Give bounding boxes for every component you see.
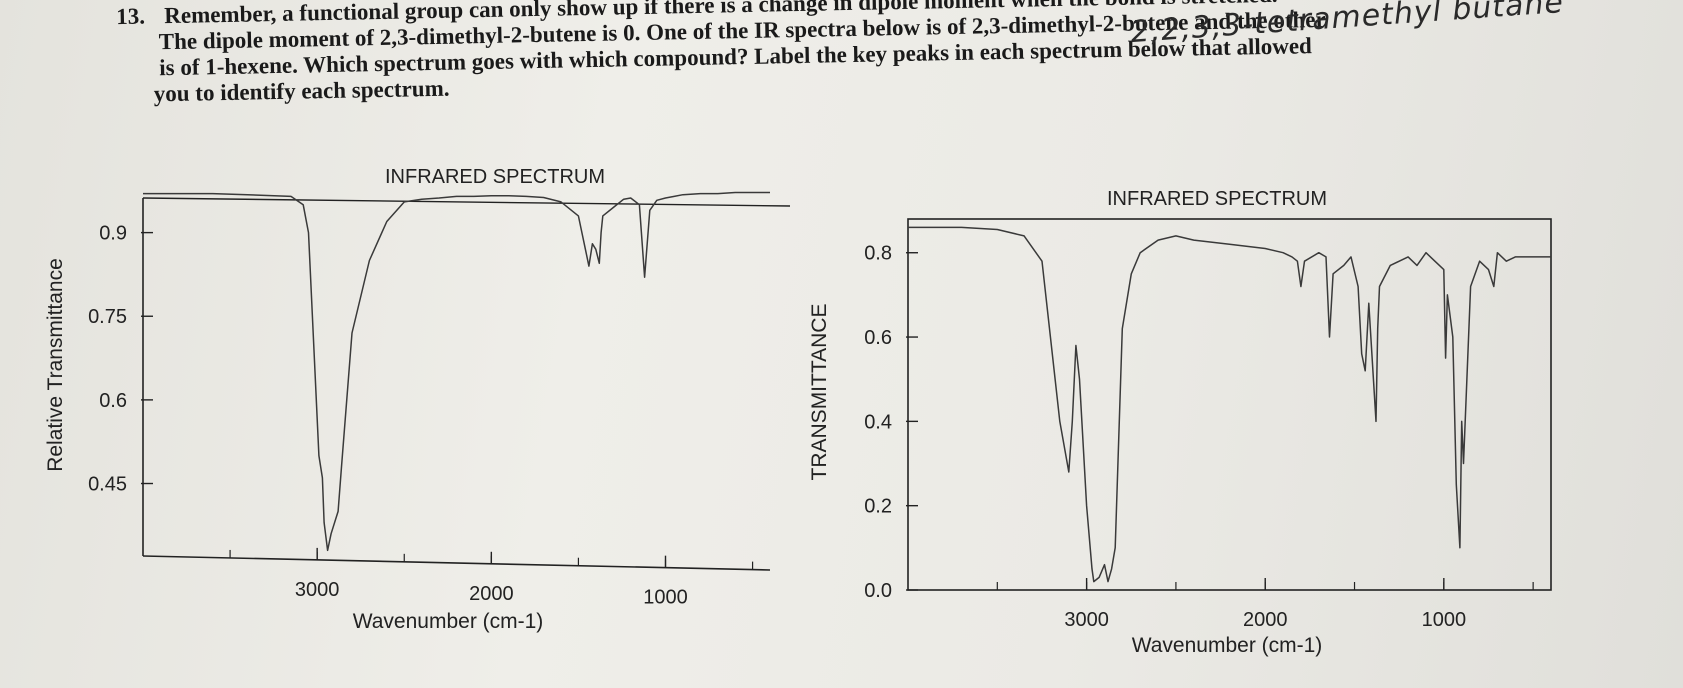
y-tick-label: 0.75 — [88, 306, 127, 328]
ir-spectrum-chart-2: INFRARED SPECTRUM TRANSMITTANCE Wavenumber… — [808, 188, 1552, 657]
y-tick-label: 0.9 — [99, 223, 127, 245]
x-axis-label: Wavenumber (cm-1) — [353, 610, 544, 633]
plot-frame — [907, 218, 1552, 591]
x-tick-label: 2000 — [469, 583, 514, 605]
y-tick-label: 0.6 — [864, 327, 892, 349]
y-tick-label: 0.8 — [864, 243, 892, 265]
x-tick-label: 2000 — [1243, 609, 1288, 631]
chart-title: INFRARED SPECTRUM — [1107, 188, 1327, 210]
x-tick-label: 1000 — [1422, 609, 1467, 631]
y-tick-label: 0.0 — [864, 580, 892, 602]
chart-title: INFRARED SPECTRUM — [385, 166, 605, 188]
y-axis-label: Relative Transmittance — [44, 258, 67, 472]
x-tick-label: 3000 — [295, 579, 340, 601]
x-tick-label: 1000 — [643, 587, 688, 609]
y-tick-label: 0.2 — [864, 496, 892, 518]
y-tick-label: 0.6 — [99, 390, 127, 412]
spectrum-trace — [908, 226, 1551, 583]
y-axis-label: TRANSMITTANCE — [808, 304, 831, 481]
spectrum-trace — [143, 191, 770, 552]
ir-spectrum-chart-1: INFRARED SPECTRUM Relative Transmittance W… — [44, 166, 791, 633]
x-tick-label: 3000 — [1064, 609, 1109, 631]
y-tick-label: 0.45 — [88, 474, 127, 496]
x-axis-line — [142, 555, 771, 571]
x-axis-label: Wavenumber (cm-1) — [1132, 634, 1323, 657]
y-tick-label: 0.4 — [864, 411, 892, 433]
top-frame-line — [142, 197, 791, 207]
